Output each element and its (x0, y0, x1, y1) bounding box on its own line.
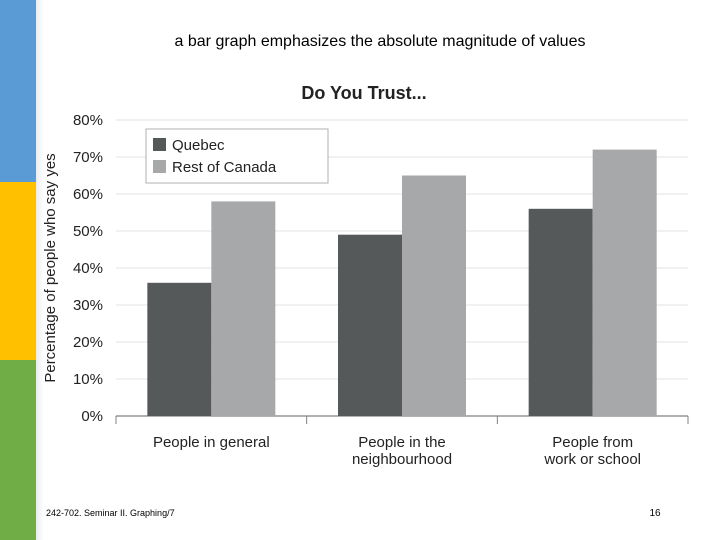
slide-heading: a bar graph emphasizes the absolute magn… (174, 33, 586, 50)
x-tick-label: neighbourhood (352, 451, 452, 468)
side-accent-blue (0, 0, 36, 182)
y-tick-label: 50% (73, 223, 103, 240)
bar-quebec (147, 282, 212, 416)
footer-text: 242-702. Seminar II. Graphing/7 (46, 508, 175, 518)
page-number: 16 (649, 508, 661, 519)
x-tick-label: People from (552, 434, 633, 451)
side-accent-bar (0, 0, 36, 540)
y-tick-label: 70% (73, 149, 103, 166)
side-accent-fade (36, 0, 44, 540)
bar-rest-of-canada (592, 149, 657, 416)
legend-label: Quebec (172, 137, 225, 154)
y-tick-label: 80% (73, 112, 103, 129)
y-tick-label: 10% (73, 371, 103, 388)
bar-rest-of-canada (402, 175, 466, 416)
side-accent-yellow (0, 182, 36, 360)
bar-rest-of-canada (211, 201, 276, 416)
x-tick-label: People in the (358, 434, 446, 451)
legend-box (145, 128, 329, 184)
legend-label: Rest of Canada (172, 159, 277, 176)
x-tick-label: People in general (153, 434, 270, 451)
y-tick-label: 0% (81, 408, 103, 425)
bar-quebec (338, 234, 402, 416)
y-tick-label: 60% (73, 186, 103, 203)
bar-quebec (528, 208, 593, 416)
y-tick-label: 20% (73, 334, 103, 351)
legend-swatch (153, 138, 166, 151)
side-accent-green (0, 360, 36, 540)
legend-swatch (153, 160, 166, 173)
y-tick-label: 40% (73, 260, 103, 277)
chart-title: Do You Trust... (301, 83, 426, 103)
x-tick-label: work or school (543, 451, 641, 468)
y-axis-label: Percentage of people who say yes (42, 153, 59, 382)
y-tick-label: 30% (73, 297, 103, 314)
